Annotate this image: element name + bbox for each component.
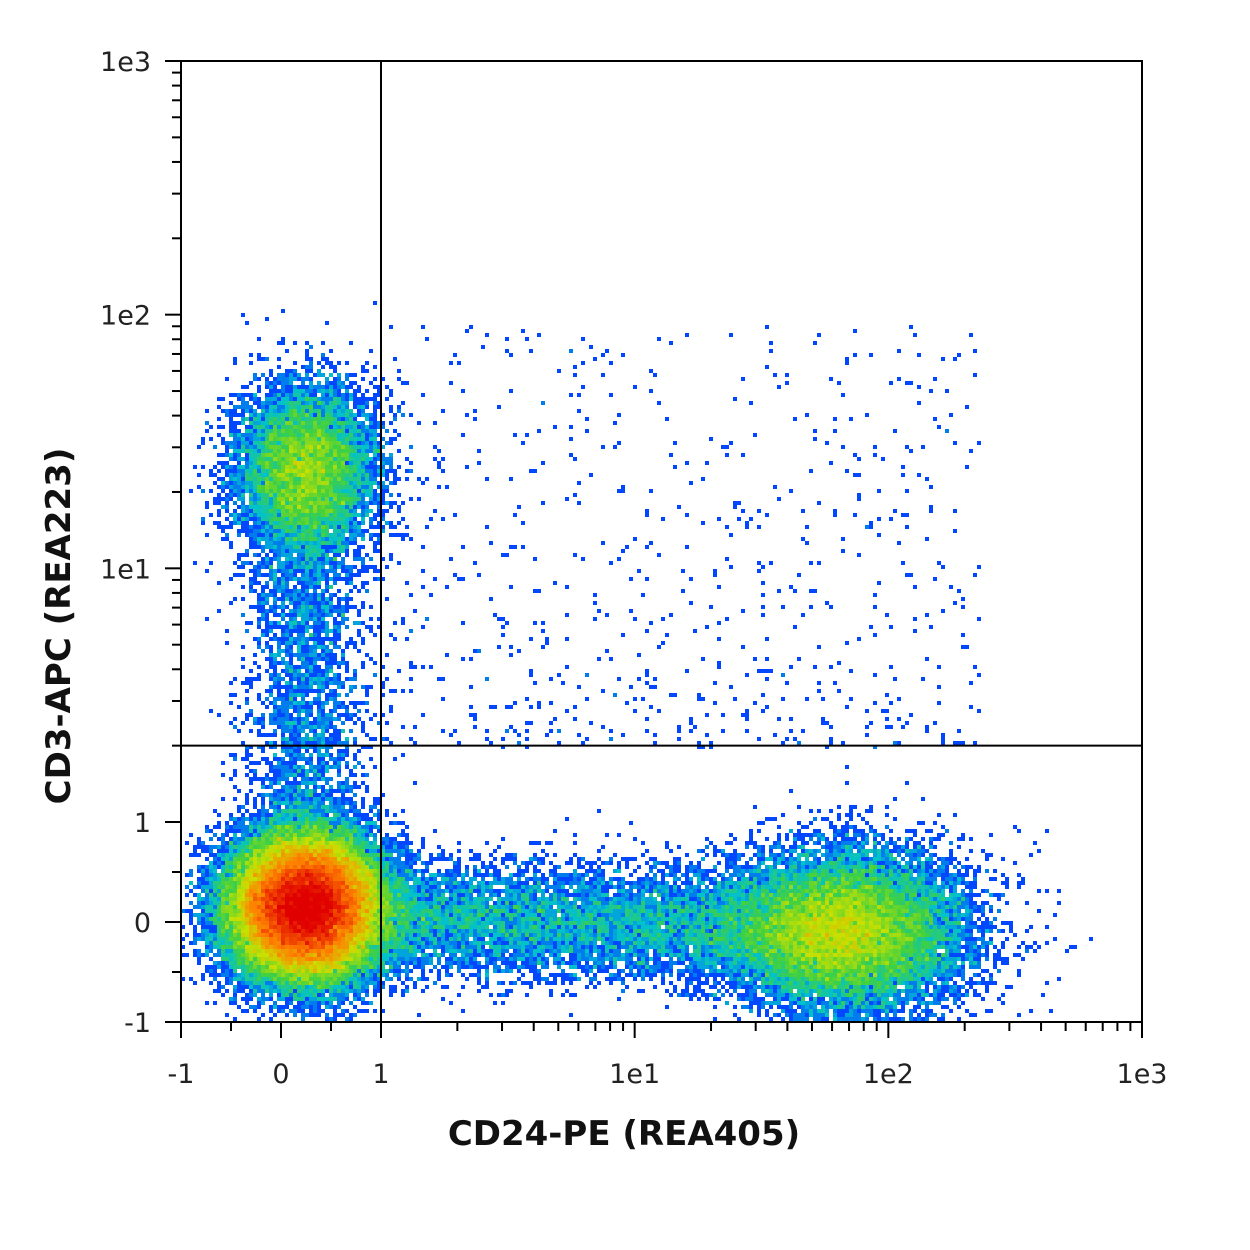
- x-tick-label: 1e1: [609, 1059, 660, 1090]
- x-axis: -1 0 1 1e1 1e2 1e3: [168, 1022, 1168, 1090]
- x-tick-label: -1: [168, 1059, 195, 1090]
- y-axis: -1 0 1 1e1 1e2 1e3: [100, 47, 181, 1039]
- quadrant-gate: [181, 61, 1142, 1022]
- x-tick-label: 0: [272, 1059, 289, 1090]
- x-axis-title: CD24-PE (REA405): [448, 1114, 800, 1154]
- y-axis-title: CD3-APC (REA223): [39, 448, 79, 805]
- event-dots: [181, 301, 1093, 1022]
- y-tick-label: 1e2: [100, 301, 151, 332]
- y-tick-label: 1e3: [100, 47, 151, 78]
- y-tick-label: -1: [124, 1008, 151, 1039]
- x-tick-label: 1e3: [1117, 1059, 1168, 1090]
- y-tick-label: 0: [134, 908, 151, 939]
- y-tick-label: 1e1: [100, 554, 151, 585]
- y-tick-label: 1: [134, 808, 151, 839]
- x-tick-label: 1: [372, 1059, 389, 1090]
- plot-frame: [180, 60, 1143, 1023]
- x-tick-label: 1e2: [863, 1059, 914, 1090]
